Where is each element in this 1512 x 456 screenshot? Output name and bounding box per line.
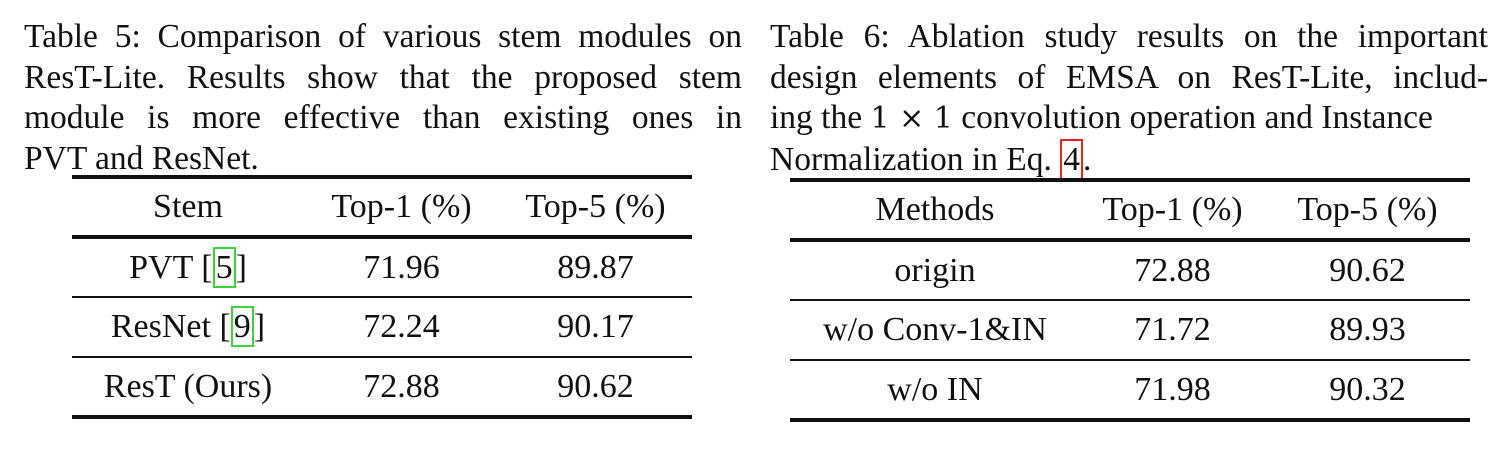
table6-header-methods: Methods bbox=[875, 191, 995, 228]
citation-link[interactable]: 9 bbox=[230, 306, 254, 347]
top5-cell: 90.32 bbox=[1329, 370, 1406, 408]
method-cell: origin bbox=[894, 251, 976, 289]
table5-stem-cell: PVT [5] bbox=[72, 237, 304, 297]
table5-header-top1: Top-1 (%) bbox=[331, 188, 472, 225]
top1-cell: 72.88 bbox=[1134, 251, 1211, 289]
table-row: w/o Conv-1&IN 71.72 89.93 bbox=[790, 300, 1470, 360]
top1-cell: 71.72 bbox=[1134, 311, 1211, 348]
method-cell: w/o IN bbox=[887, 370, 983, 408]
bracket: ] bbox=[253, 308, 266, 345]
top5-cell: 89.93 bbox=[1329, 311, 1406, 348]
top5-cell: 90.62 bbox=[1329, 251, 1406, 289]
table-row: PVT [5] 71.96 89.87 bbox=[72, 237, 692, 297]
method-cell: w/o Conv-1&IN bbox=[823, 311, 1047, 348]
caption-text: convolution operation and Instance bbox=[952, 99, 1433, 136]
top5-cell: 90.62 bbox=[557, 367, 634, 405]
table5-header-top5: Top-5 (%) bbox=[525, 188, 666, 225]
table5-caption-line: PVT and ResNet. bbox=[24, 139, 259, 177]
table5-caption-line: ResT-Lite. Results show that the propose… bbox=[24, 58, 742, 96]
caption-text: . bbox=[1083, 140, 1092, 178]
top1-cell: 71.98 bbox=[1134, 370, 1211, 408]
table5-header-row: Stem Top-1 (%) Top-5 (%) bbox=[72, 177, 692, 237]
table6-header-top1: Top-1 (%) bbox=[1102, 191, 1243, 228]
stem-name: ResT (Ours) bbox=[103, 367, 273, 405]
table-row: ResT (Ours) 72.88 90.62 bbox=[72, 357, 692, 417]
equation-link[interactable]: 4 bbox=[1060, 138, 1084, 180]
table6-caption-line: Table 6: Ablation study results on the i… bbox=[770, 18, 1488, 55]
stem-name: PVT [ bbox=[129, 248, 213, 286]
table5-caption-line: module is more effective than existing o… bbox=[24, 99, 742, 136]
table5-stem-cell: ResT (Ours) bbox=[72, 357, 304, 417]
caption-text: Normalization in Eq. bbox=[770, 140, 1061, 178]
table6-caption-line: ing the 1 × 1 convolution operation and … bbox=[770, 98, 1488, 140]
table-row: origin 72.88 90.62 bbox=[790, 240, 1470, 300]
math-1x1: 1 × 1 bbox=[870, 101, 953, 136]
stem-name: ResNet [ bbox=[110, 308, 231, 345]
table5-caption-line: Table 5: Comparison of various stem modu… bbox=[24, 18, 742, 55]
bracket: ] bbox=[235, 248, 247, 286]
table5: Stem Top-1 (%) Top-5 (%) PVT [5] 71.96 8… bbox=[72, 175, 692, 419]
top5-cell: 89.87 bbox=[557, 248, 634, 286]
table-row: w/o IN 71.98 90.32 bbox=[790, 360, 1470, 420]
caption-text: ing the bbox=[770, 99, 871, 136]
table5-header-stem: Stem bbox=[153, 188, 223, 225]
top5-cell: 90.17 bbox=[557, 308, 634, 345]
table6-header-top5: Top-5 (%) bbox=[1297, 191, 1438, 228]
table5-stem-cell: ResNet [9] bbox=[72, 297, 304, 357]
table6-caption: Table 6: Ablation study results on the i… bbox=[770, 17, 1488, 180]
table6-header-row: Methods Top-1 (%) Top-5 (%) bbox=[790, 180, 1470, 240]
top1-cell: 72.24 bbox=[363, 308, 440, 345]
top1-cell: 72.88 bbox=[363, 367, 440, 405]
table5-caption: Table 5: Comparison of various stem modu… bbox=[24, 17, 742, 179]
table6-caption-line: design elements of EMSA on ResT-Lite, in… bbox=[770, 58, 1488, 96]
table6: Methods Top-1 (%) Top-5 (%) origin 72.88… bbox=[790, 178, 1470, 422]
table6-caption-line: Normalization in Eq. 4. bbox=[770, 138, 1488, 181]
top1-cell: 71.96 bbox=[363, 248, 440, 286]
table-row: ResNet [9] 72.24 90.17 bbox=[72, 297, 692, 357]
citation-link[interactable]: 5 bbox=[212, 246, 236, 288]
